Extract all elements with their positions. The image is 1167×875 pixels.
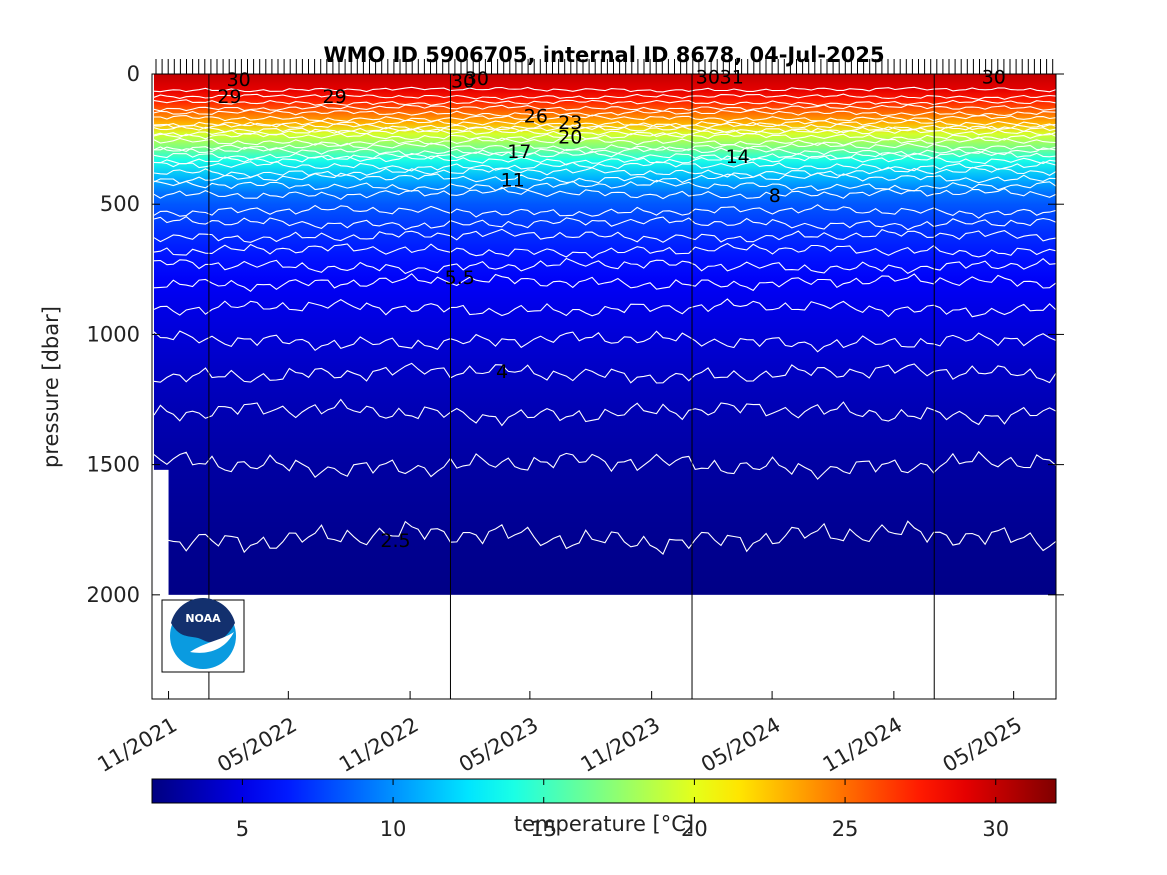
colorbar-ticks: 5 10 15 20 25 30 [236, 779, 1009, 841]
contour-line [153, 132, 1056, 142]
contour-label: 31 [720, 67, 744, 89]
contour-label: 29 [323, 86, 347, 108]
y-tick-label: 2000 [87, 583, 140, 607]
colorbar-label: temperature [°C] [514, 812, 694, 836]
contour-label: 17 [507, 141, 531, 163]
noaa-logo-text: NOAA [185, 612, 221, 625]
y-axis-label: pressure [dbar] [39, 306, 63, 468]
temperature-field [153, 74, 1056, 596]
y-tick-label: 0 [127, 62, 140, 86]
chart-title: WMO ID 5906705, internal ID 8678, 04-Jul… [323, 43, 884, 67]
contour-line [153, 204, 1056, 219]
contour-line [153, 125, 1056, 134]
contour-line [153, 398, 1056, 427]
x-tick-label: 11/2024 [819, 713, 907, 777]
contour-line [153, 257, 1056, 275]
contour-line [154, 114, 1056, 123]
contour-label: 30 [465, 68, 489, 90]
contour-line [153, 150, 1056, 161]
contour-line [153, 520, 1056, 556]
contour-line [153, 104, 1056, 112]
contour-line [153, 86, 1056, 93]
y-tick-label: 1000 [87, 322, 140, 346]
contour-line [153, 119, 1056, 128]
contour-label: 8 [769, 185, 781, 207]
y-tick-label: 500 [100, 192, 140, 216]
contour-line [153, 109, 1056, 117]
contour-line [153, 127, 1056, 138]
x-tick-label: 11/2021 [93, 713, 181, 777]
colorbar-tick-label: 25 [832, 817, 859, 841]
colorbar-gradient [151, 778, 1057, 804]
x-axis: 11/2021 05/2022 11/2022 05/2023 11/2023 05/20… [93, 691, 1026, 777]
contour-line [153, 298, 1056, 318]
contour-line [153, 136, 1056, 147]
contour-lines [153, 86, 1056, 556]
profile-ticks-path [155, 59, 1054, 74]
contour-label: 30 [696, 67, 720, 89]
contour-label: 30 [451, 71, 475, 93]
contour-line [153, 99, 1056, 107]
contour-line [153, 155, 1056, 166]
contour-label: 5.5 [445, 267, 475, 289]
contour-line [153, 166, 1056, 178]
contour-line [153, 330, 1056, 353]
x-tick-label: 11/2022 [335, 713, 423, 777]
contour-line [153, 121, 1056, 131]
year-separator-lines [208, 74, 935, 699]
contour-line [153, 242, 1056, 259]
colorbar-tick-label: 30 [982, 817, 1009, 841]
contour-label: 30 [227, 69, 251, 91]
contour-line [153, 93, 1056, 101]
contour-line [153, 179, 1056, 192]
shallow-profile-gap [153, 469, 169, 596]
contour-line [153, 215, 1056, 231]
contour-line [153, 362, 1056, 384]
contour-line [153, 172, 1056, 185]
x-tick-label: 05/2025 [939, 713, 1027, 777]
contour-label: 29 [217, 86, 241, 108]
plot-frame [151, 73, 1057, 700]
x-tick-label: 05/2022 [213, 713, 301, 777]
y-axis: 0 500 1000 1500 2000 [87, 62, 1064, 607]
x-tick-label: 05/2023 [455, 713, 543, 777]
colorbar-tick-label: 10 [380, 817, 407, 841]
contour-label: 20 [558, 127, 582, 149]
colorbar-tick-label: 15 [530, 817, 557, 841]
contour-line [153, 228, 1056, 243]
contour-line [154, 142, 1056, 152]
contour-line [153, 450, 1056, 480]
profile-tick-marks [155, 59, 1054, 74]
y-tick-label: 1500 [87, 453, 140, 477]
bottom-profile-gaps [153, 469, 169, 596]
colorbar-tick-label: 5 [236, 817, 249, 841]
colorbar: 5 10 15 20 25 30 temperature [°C] [151, 778, 1057, 841]
contour-label: 2.5 [380, 530, 410, 552]
colorbar-tick-label: 20 [681, 817, 708, 841]
contour-line [153, 146, 1056, 157]
contour-label: 4 [496, 361, 508, 383]
contour-line [153, 186, 1056, 200]
contour-label: 14 [726, 146, 750, 168]
x-tick-label: 05/2024 [697, 713, 785, 777]
contour-label: 30 [982, 67, 1006, 89]
contour-label: 11 [501, 169, 525, 191]
contour-label: 26 [524, 106, 548, 128]
contour-line [153, 273, 1056, 293]
x-tick-label: 11/2023 [577, 713, 665, 777]
contour-label: 23 [558, 112, 582, 134]
contour-line [153, 160, 1056, 172]
noaa-logo: NOAA [161, 598, 245, 673]
